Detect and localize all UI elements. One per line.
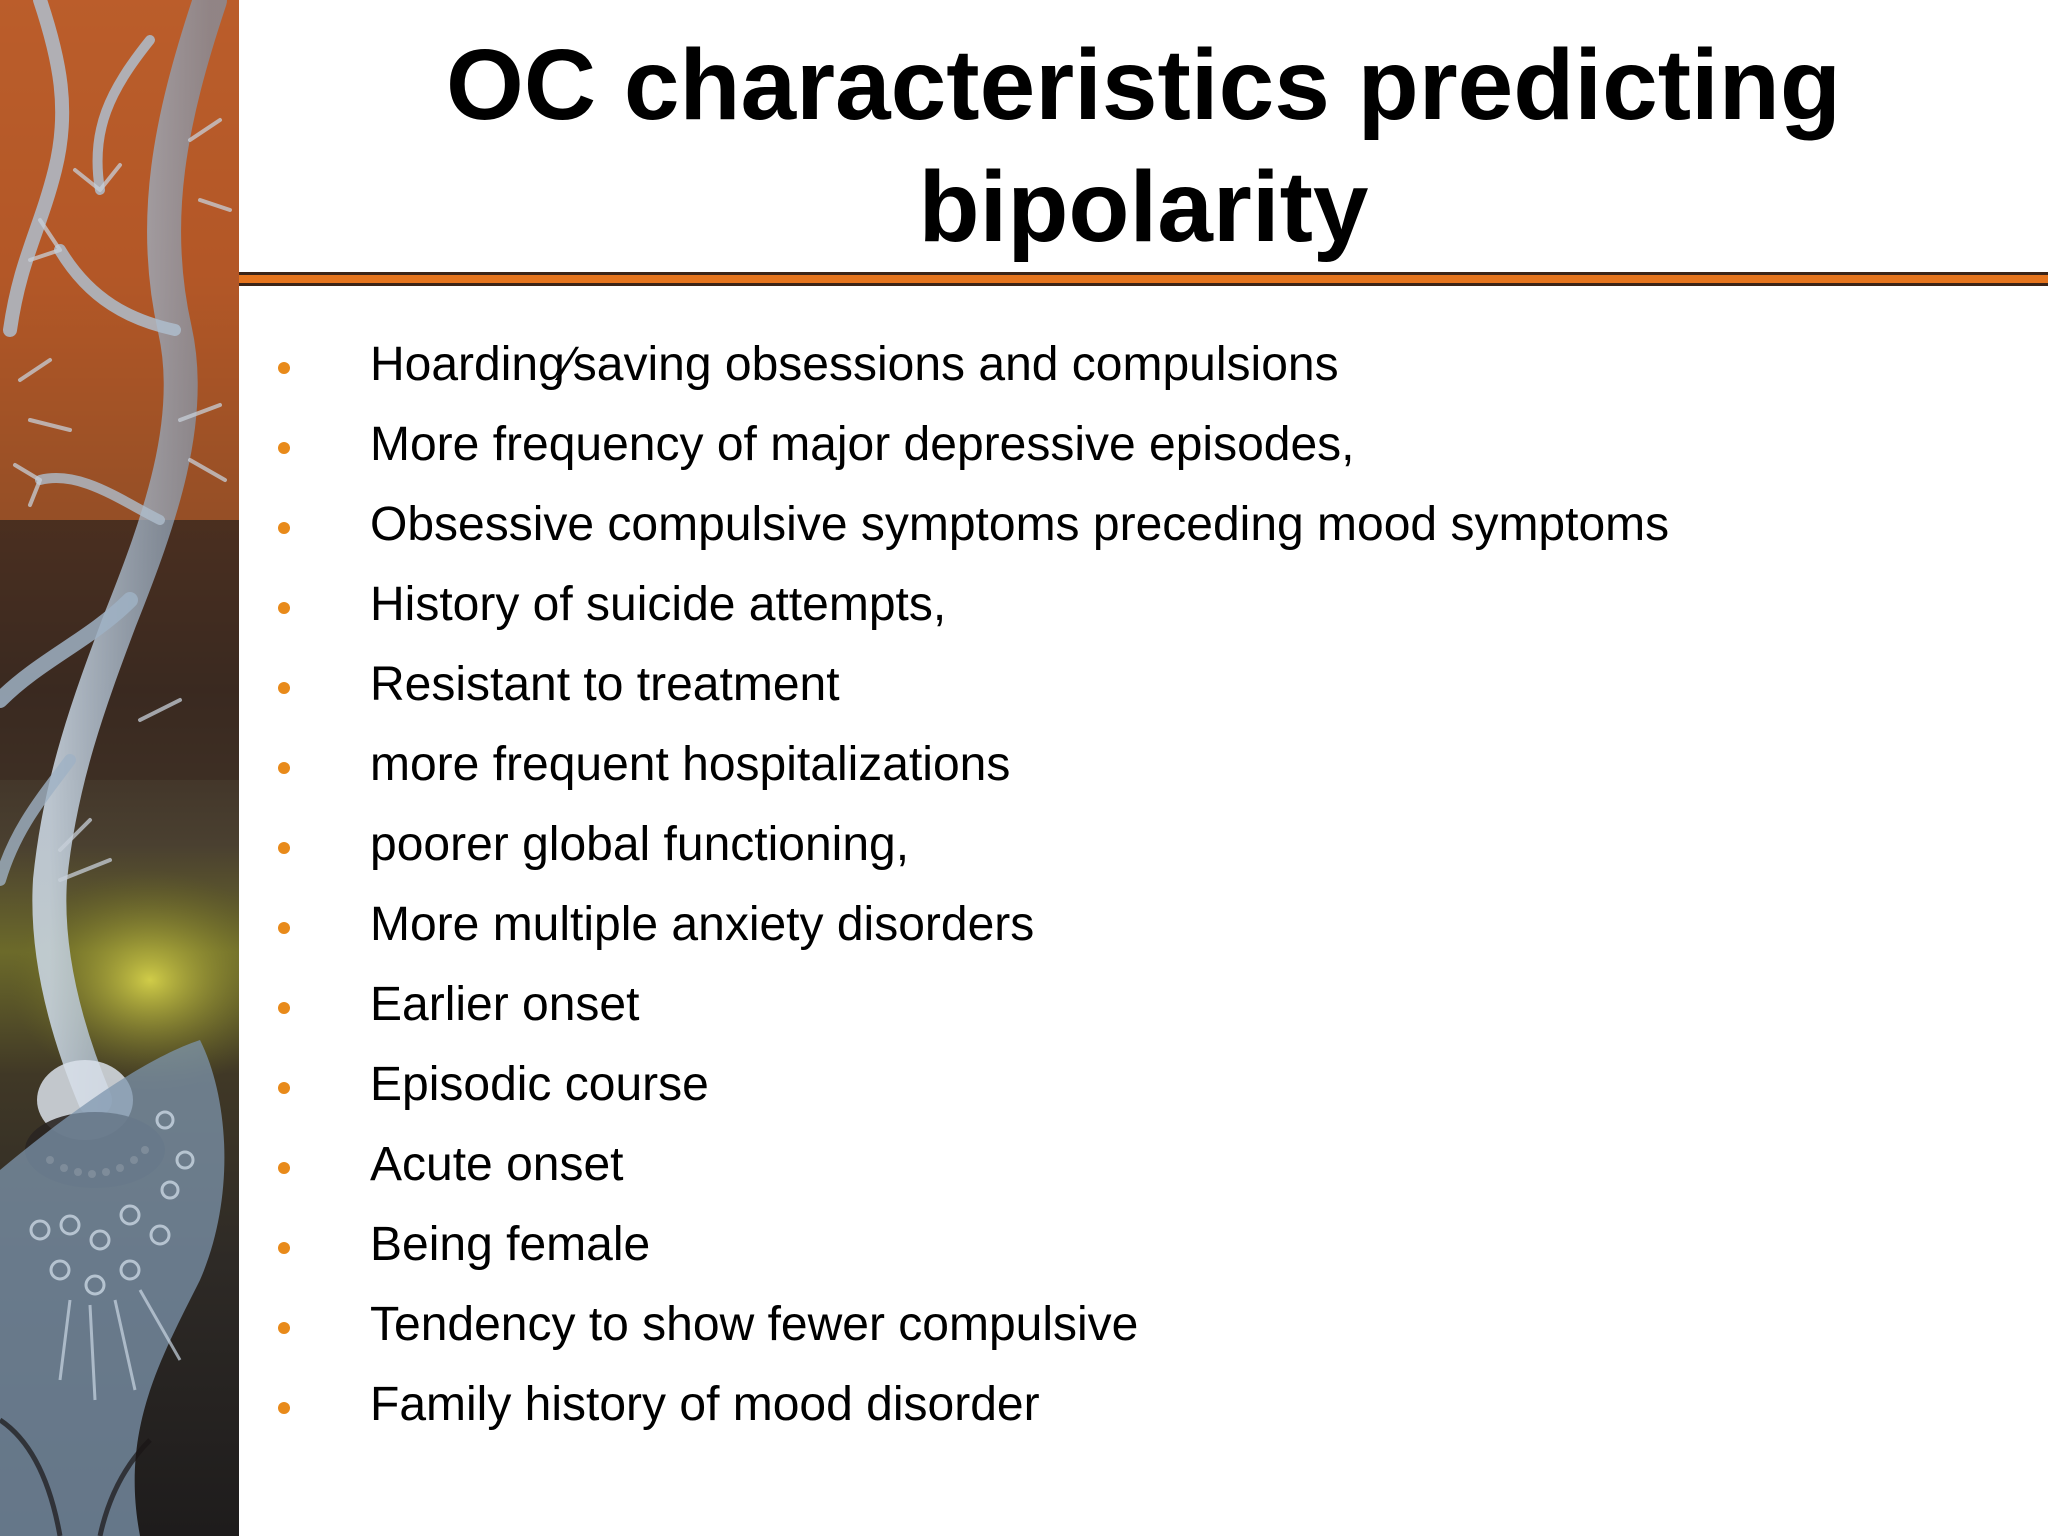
bullet-item: More multiple anxiety disorders bbox=[272, 884, 1669, 964]
bullet-dot-icon bbox=[278, 1082, 290, 1094]
bullet-item: Resistant to treatment bbox=[272, 644, 1669, 724]
bullet-text: more frequent hospitalizations bbox=[370, 737, 1011, 791]
bullet-text: poorer global functioning, bbox=[370, 817, 910, 871]
bullet-dot-icon bbox=[278, 1322, 290, 1334]
bullet-text: Hoarding⁄saving obsessions and compulsio… bbox=[370, 337, 1339, 391]
bullet-text: Obsessive compulsive symptoms preceding … bbox=[370, 497, 1670, 551]
bullet-text: Resistant to treatment bbox=[370, 657, 840, 711]
bullet-item: Hoarding⁄saving obsessions and compulsio… bbox=[272, 324, 1669, 404]
divider-line-top bbox=[239, 272, 2048, 275]
bullet-item: Earlier onset bbox=[272, 964, 1669, 1044]
bullet-item: Acute onset bbox=[272, 1124, 1669, 1204]
bullet-dot-icon bbox=[278, 1162, 290, 1174]
slide-title: OC characteristics predicting bipolarity bbox=[446, 29, 1841, 263]
bullet-text: Being female bbox=[370, 1217, 651, 1271]
bullet-dot-icon bbox=[278, 442, 290, 454]
bullet-text: More frequency of major depressive episo… bbox=[370, 417, 1355, 471]
divider-line-bottom bbox=[239, 283, 2048, 286]
title-divider bbox=[239, 272, 2048, 288]
neuron-illustration bbox=[0, 0, 239, 1536]
bullet-text: More multiple anxiety disorders bbox=[370, 897, 1035, 951]
bullet-text: Earlier onset bbox=[370, 977, 640, 1031]
divider-line-orange bbox=[239, 275, 2048, 283]
bullet-dot-icon bbox=[278, 762, 290, 774]
bullet-dot-icon bbox=[278, 602, 290, 614]
bullet-dot-icon bbox=[278, 1242, 290, 1254]
bullet-dot-icon bbox=[278, 842, 290, 854]
bullet-item: History of suicide attempts, bbox=[272, 564, 1669, 644]
bullet-item: Episodic course bbox=[272, 1044, 1669, 1124]
bullet-text: Acute onset bbox=[370, 1137, 624, 1191]
neuron-artwork bbox=[0, 0, 239, 1536]
bullet-text: History of suicide attempts, bbox=[370, 577, 947, 631]
bullet-dot-icon bbox=[278, 1002, 290, 1014]
bullet-item: Tendency to show fewer compulsive bbox=[272, 1284, 1669, 1364]
bullet-item: Obsessive compulsive symptoms preceding … bbox=[272, 484, 1669, 564]
bullet-text: Family history of mood disorder bbox=[370, 1377, 1040, 1431]
bullet-dot-icon bbox=[278, 682, 290, 694]
bullet-dot-icon bbox=[278, 522, 290, 534]
bullet-item: more frequent hospitalizations bbox=[272, 724, 1669, 804]
bullet-list: Hoarding⁄saving obsessions and compulsio… bbox=[272, 324, 1669, 1444]
bullet-item: poorer global functioning, bbox=[272, 804, 1669, 884]
bullet-dot-icon bbox=[278, 1402, 290, 1414]
bullet-text: Tendency to show fewer compulsive bbox=[370, 1297, 1139, 1351]
bullet-text: Episodic course bbox=[370, 1057, 709, 1111]
bullet-item: More frequency of major depressive episo… bbox=[272, 404, 1669, 484]
bullet-item: Family history of mood disorder bbox=[272, 1364, 1669, 1444]
bullet-dot-icon bbox=[278, 922, 290, 934]
bullet-dot-icon bbox=[278, 362, 290, 374]
bullet-item: Being female bbox=[272, 1204, 1669, 1284]
